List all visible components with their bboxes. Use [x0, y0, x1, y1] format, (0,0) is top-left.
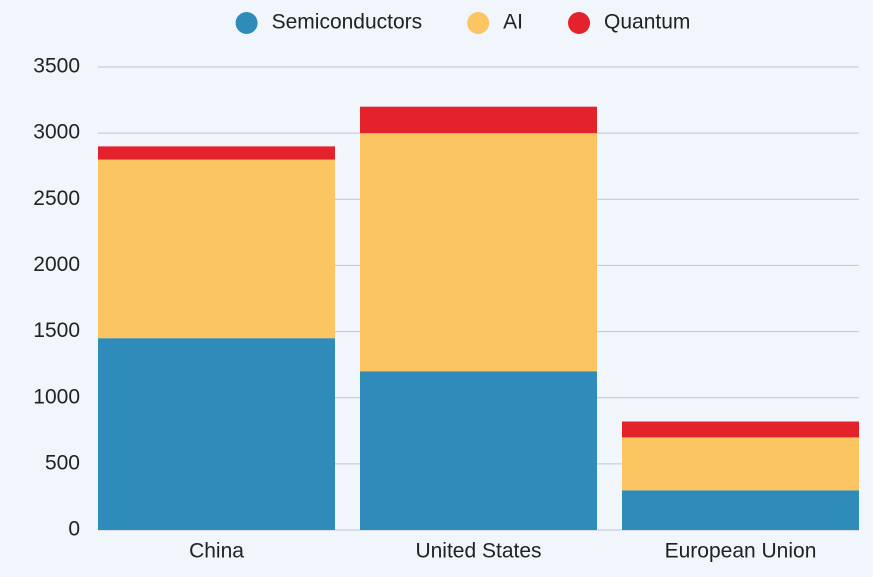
- y-tick-label: 2000: [33, 253, 80, 276]
- bar-segment: [360, 371, 597, 530]
- y-tick-label: 1500: [33, 319, 80, 342]
- legend-marker: [568, 12, 591, 34]
- bar-segment: [360, 106, 597, 134]
- y-tick-label: 0: [68, 518, 80, 541]
- y-tick-label: 500: [45, 451, 80, 474]
- x-tick-label: European Union: [665, 540, 817, 563]
- bar-segment: [622, 421, 859, 438]
- bar-segment: [622, 490, 859, 530]
- bar-segment: [622, 437, 859, 491]
- bar-segment: [98, 159, 335, 339]
- legend-item: Quantum: [568, 11, 690, 34]
- legend-label: Quantum: [604, 11, 690, 34]
- legend-item: Semiconductors: [235, 11, 423, 34]
- y-tick-label: 2500: [33, 187, 80, 210]
- x-tick-label: United States: [415, 540, 541, 563]
- x-tick-label: China: [189, 540, 244, 563]
- y-tick-label: 3000: [33, 121, 80, 144]
- bar-segment: [360, 133, 597, 372]
- legend-marker: [467, 12, 490, 34]
- y-tick-label: 1000: [33, 385, 80, 408]
- bar-segment: [98, 338, 335, 530]
- legend-label: AI: [503, 11, 523, 34]
- legend-item: AI: [467, 11, 523, 34]
- y-tick-label: 3500: [33, 55, 80, 78]
- bar-segment: [98, 146, 335, 160]
- legend-label: Semiconductors: [272, 11, 423, 34]
- legend-marker: [235, 12, 258, 34]
